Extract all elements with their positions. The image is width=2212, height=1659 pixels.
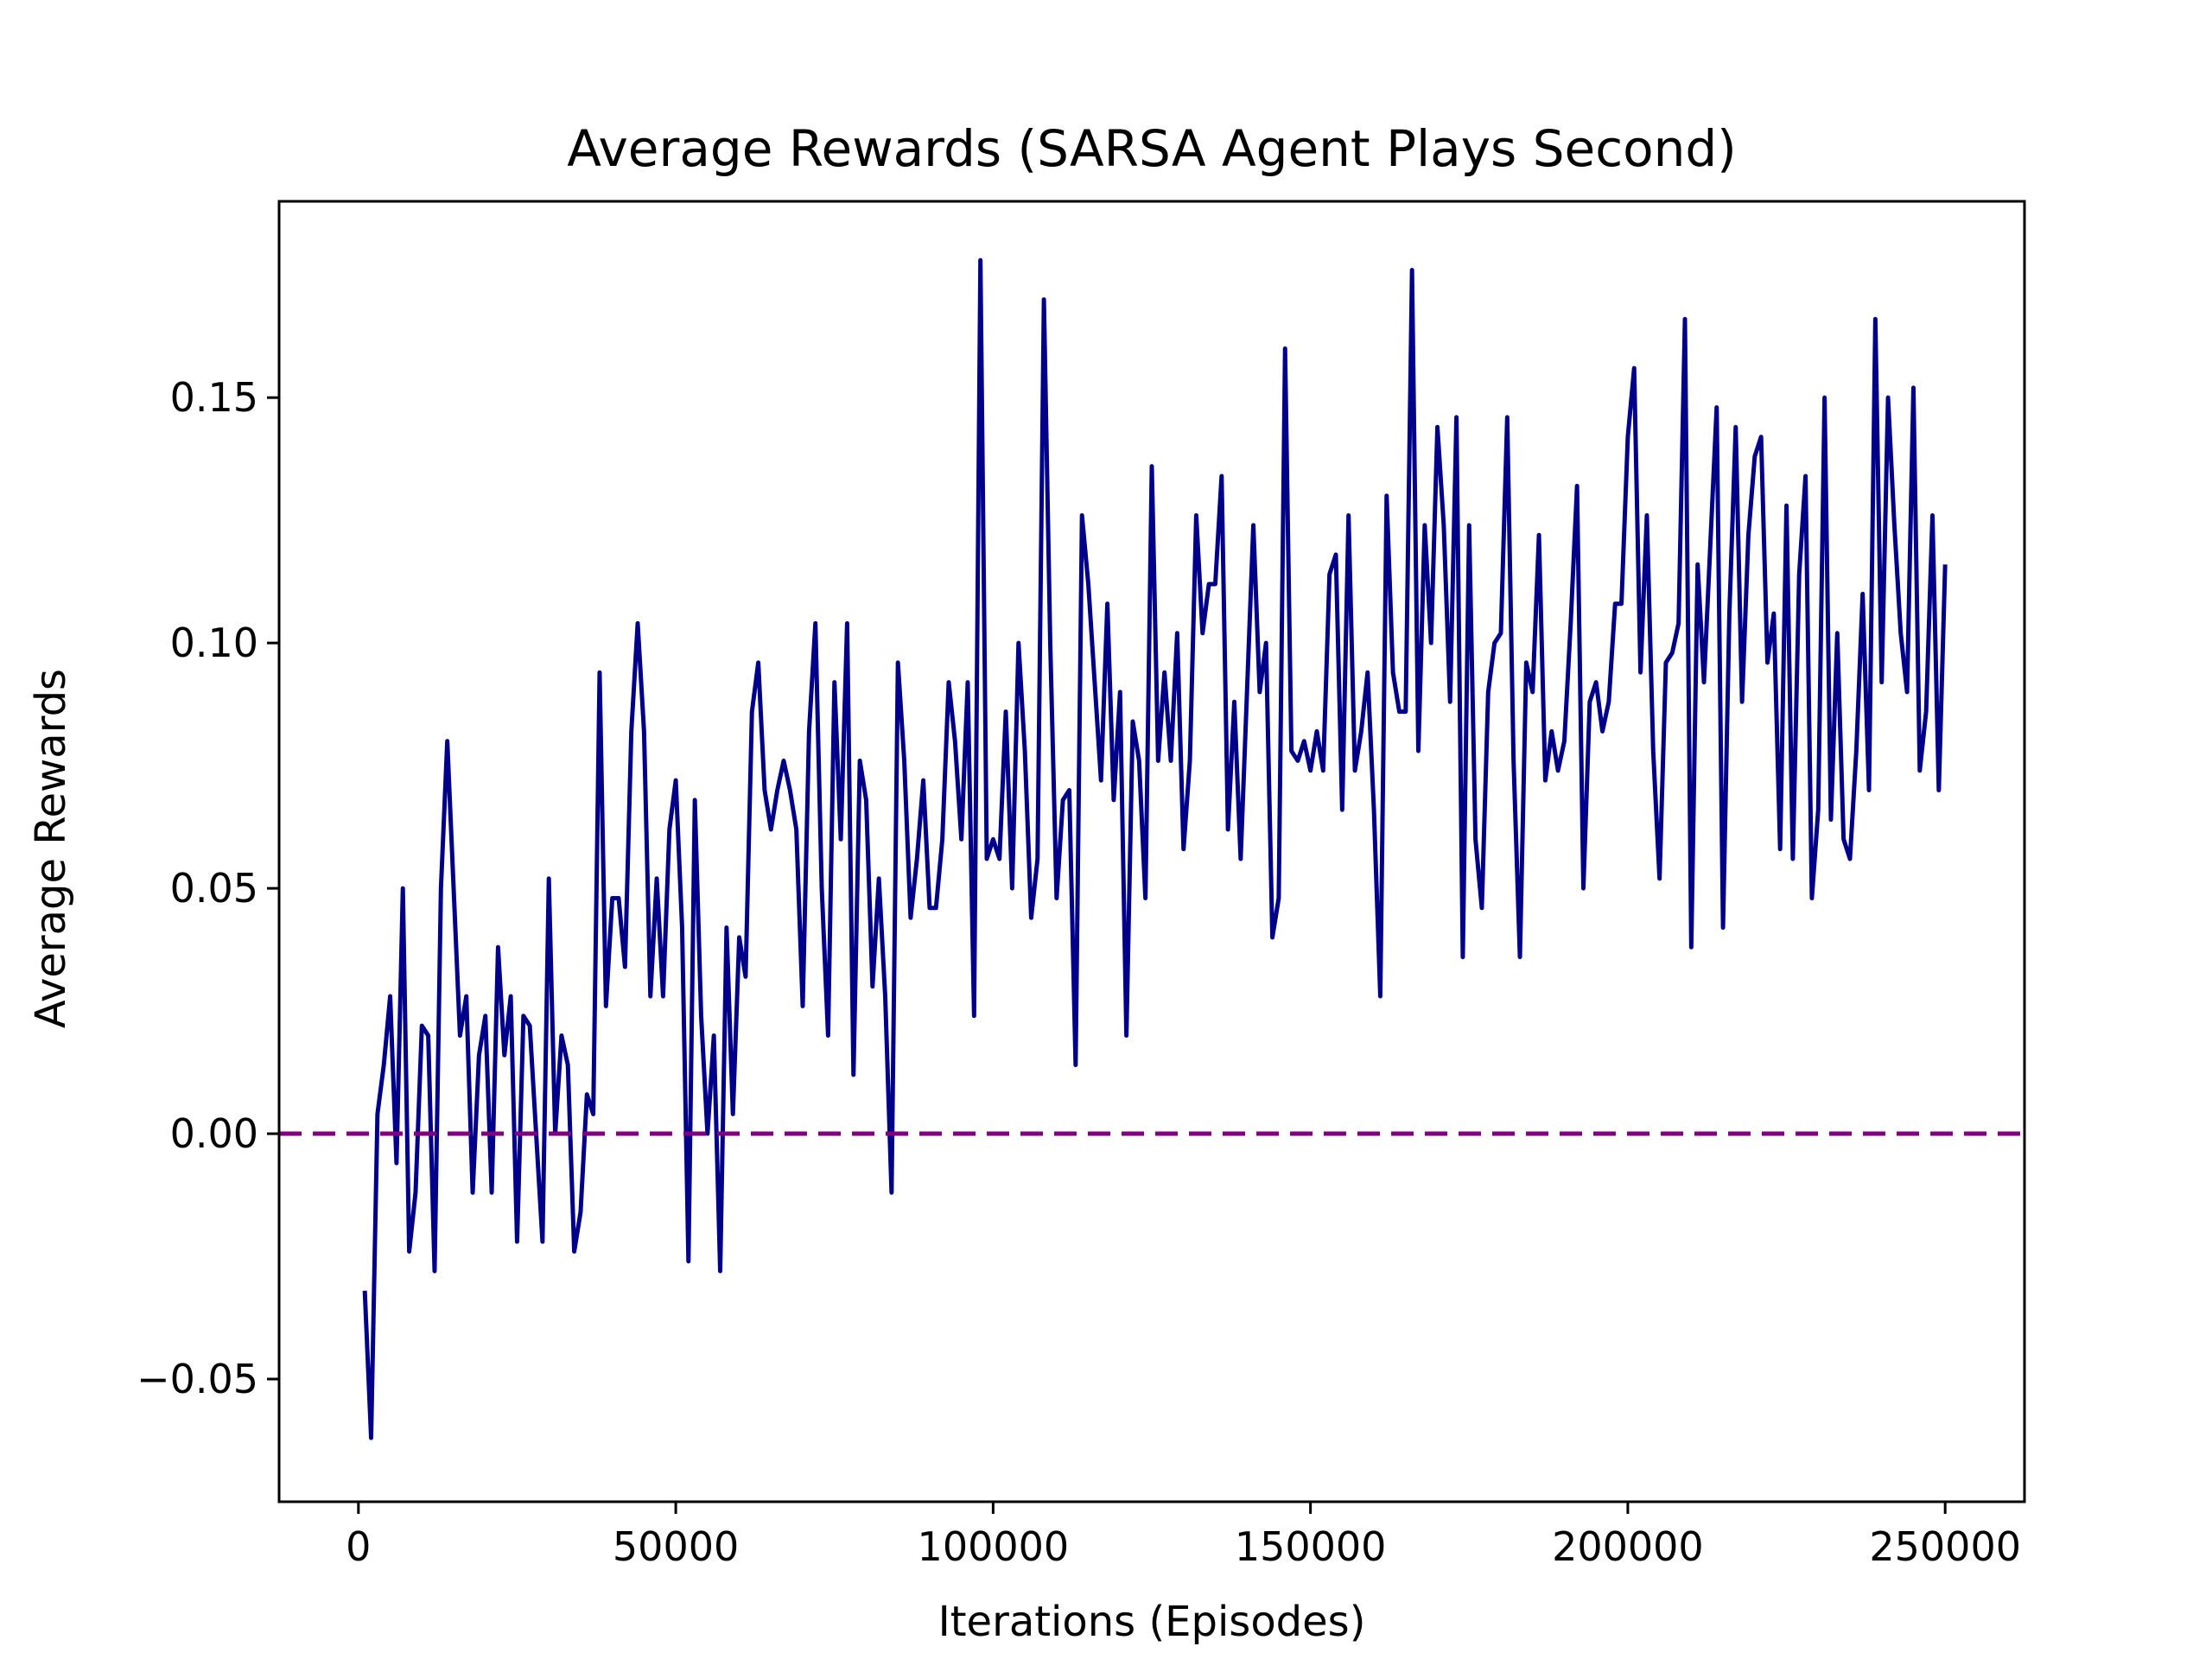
- x-axis: 0 50000 100000 150000 200000 250000: [346, 1502, 2021, 1570]
- chart-title: Average Rewards (SARSA Agent Plays Secon…: [567, 119, 1737, 178]
- y-axis-label: Average Rewards: [27, 669, 75, 1028]
- x-axis-label: Iterations (Episodes): [938, 1598, 1366, 1646]
- plot-area: [279, 257, 2024, 1440]
- plot-frame: [277, 200, 2026, 1503]
- series-line: [362, 257, 1948, 1440]
- y-tick-label: 0.00: [170, 1110, 258, 1157]
- x-tick-label: 200000: [1552, 1523, 1704, 1570]
- x-tick-label: 150000: [1235, 1523, 1387, 1570]
- y-tick-label: 0.10: [170, 620, 258, 666]
- y-tick-label: −0.05: [137, 1356, 258, 1402]
- x-tick-label: 100000: [918, 1523, 1070, 1570]
- x-tick-label: 0: [346, 1523, 371, 1570]
- y-tick-label: 0.05: [170, 865, 258, 912]
- x-tick-label: 250000: [1869, 1523, 2021, 1570]
- y-tick-label: 0.15: [170, 374, 258, 421]
- y-axis: −0.05 0.00 0.05 0.10 0.15: [137, 374, 279, 1402]
- x-tick-label: 50000: [613, 1523, 739, 1570]
